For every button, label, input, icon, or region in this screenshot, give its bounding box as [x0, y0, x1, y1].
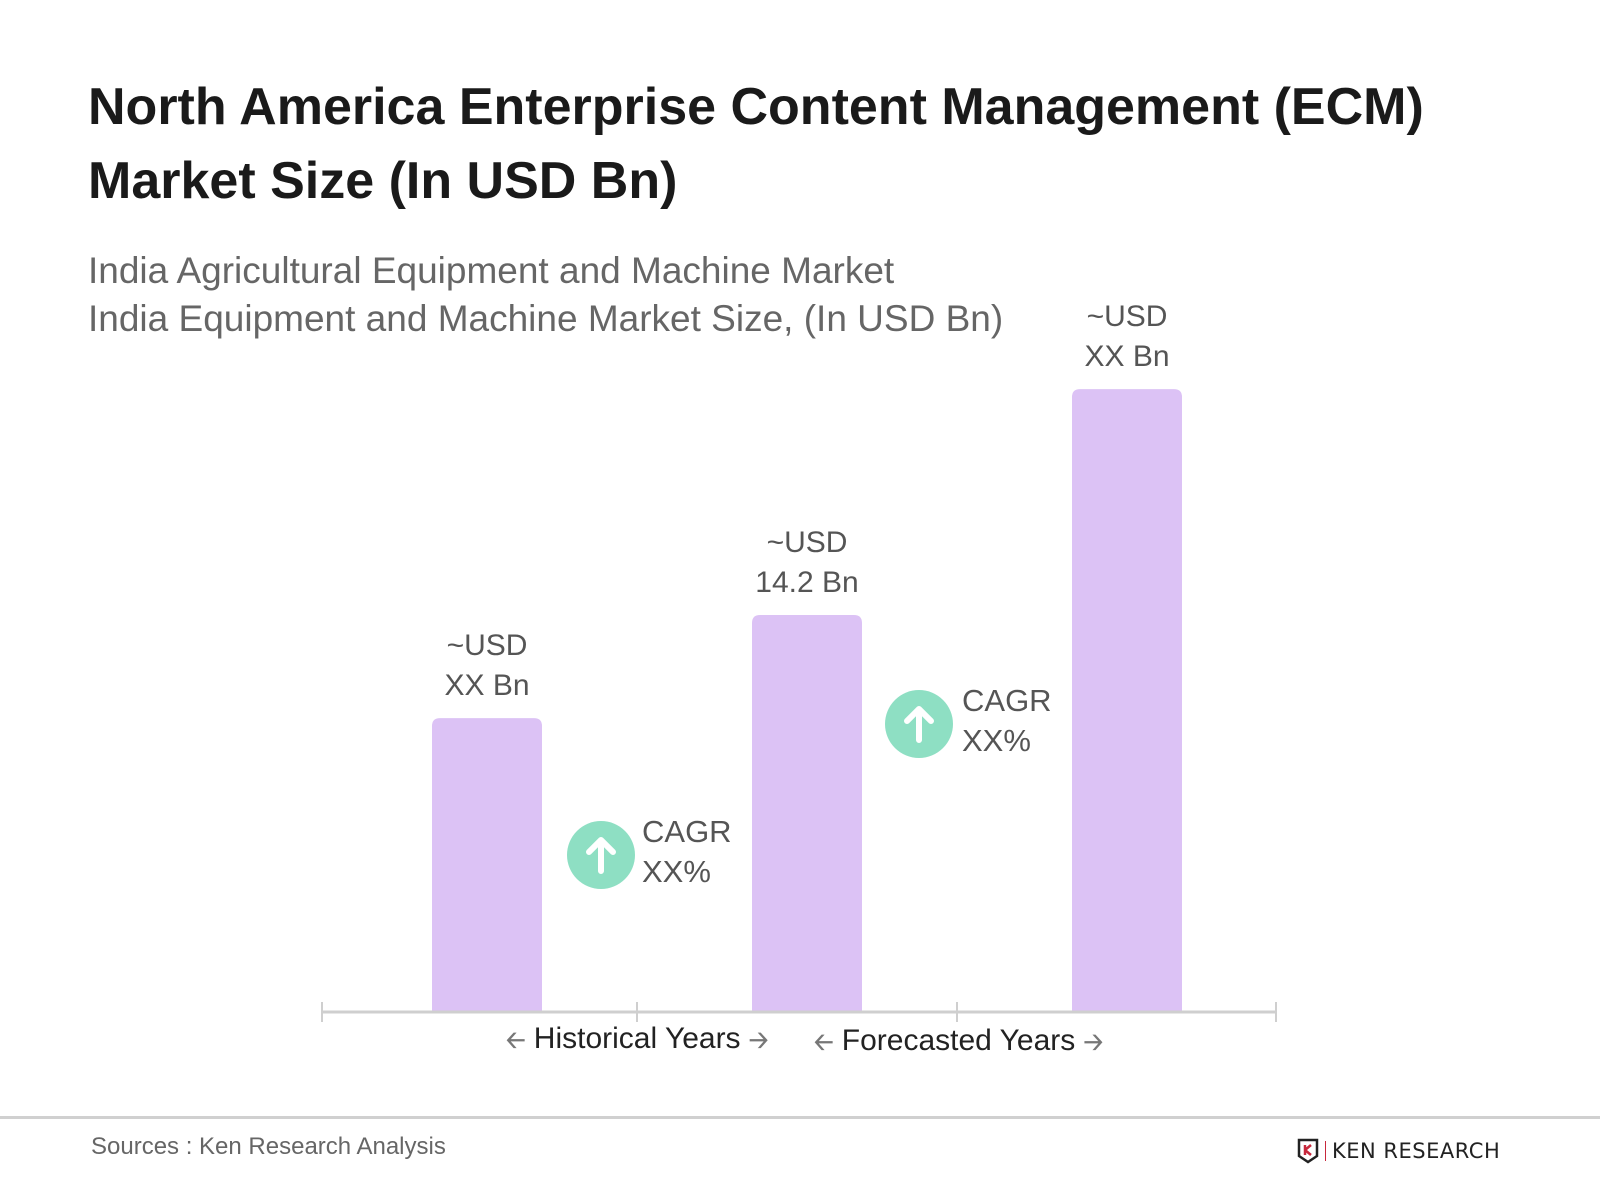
data-label: ~USD 14.2 Bn [755, 526, 859, 599]
ken-research-logo: KEN RESEARCH [1297, 1138, 1500, 1164]
arrow-right-icon: 🡢 [1083, 1029, 1104, 1056]
sources-note: Sources : Ken Research Analysis [91, 1133, 446, 1160]
bar [432, 718, 542, 1011]
bar-chart: ~USD XX Bn ~USD 14.2 Bn ~USD XX Bn CAGR XX% … [321, 300, 1277, 1057]
arrow-up-circle-icon [885, 690, 953, 758]
cagr-annotation: CAGR XX% [962, 683, 1052, 758]
footer-divider [0, 1116, 1600, 1119]
chart-canvas [321, 389, 1277, 1022]
arrow-up-circle-icon [567, 821, 635, 889]
cagr-annotation: CAGR XX% [642, 814, 732, 889]
bar [1072, 389, 1182, 1011]
data-label: ~USD XX Bn [1084, 300, 1170, 374]
arrow-left-icon: 🡠 [814, 1029, 834, 1056]
x-segment-forecasted: 🡠 Forecasted Years 🡢 [814, 1024, 1104, 1057]
logo-text: KEN RESEARCH [1332, 1139, 1501, 1163]
chart-title: North America Enterprise Content Managem… [88, 78, 1424, 210]
bar [752, 615, 862, 1011]
subtitle-line-1: India Agricultural Equipment and Machine… [88, 250, 895, 291]
x-segment-historical: 🡠 Historical Years 🡢 [506, 1022, 769, 1055]
ken-logo-icon [1297, 1138, 1319, 1164]
arrow-left-icon: 🡠 [506, 1027, 526, 1054]
subtitle-line-2: India Equipment and Machine Market Size,… [88, 298, 1004, 339]
data-label: ~USD XX Bn [444, 629, 530, 703]
arrow-right-icon: 🡢 [748, 1027, 769, 1054]
